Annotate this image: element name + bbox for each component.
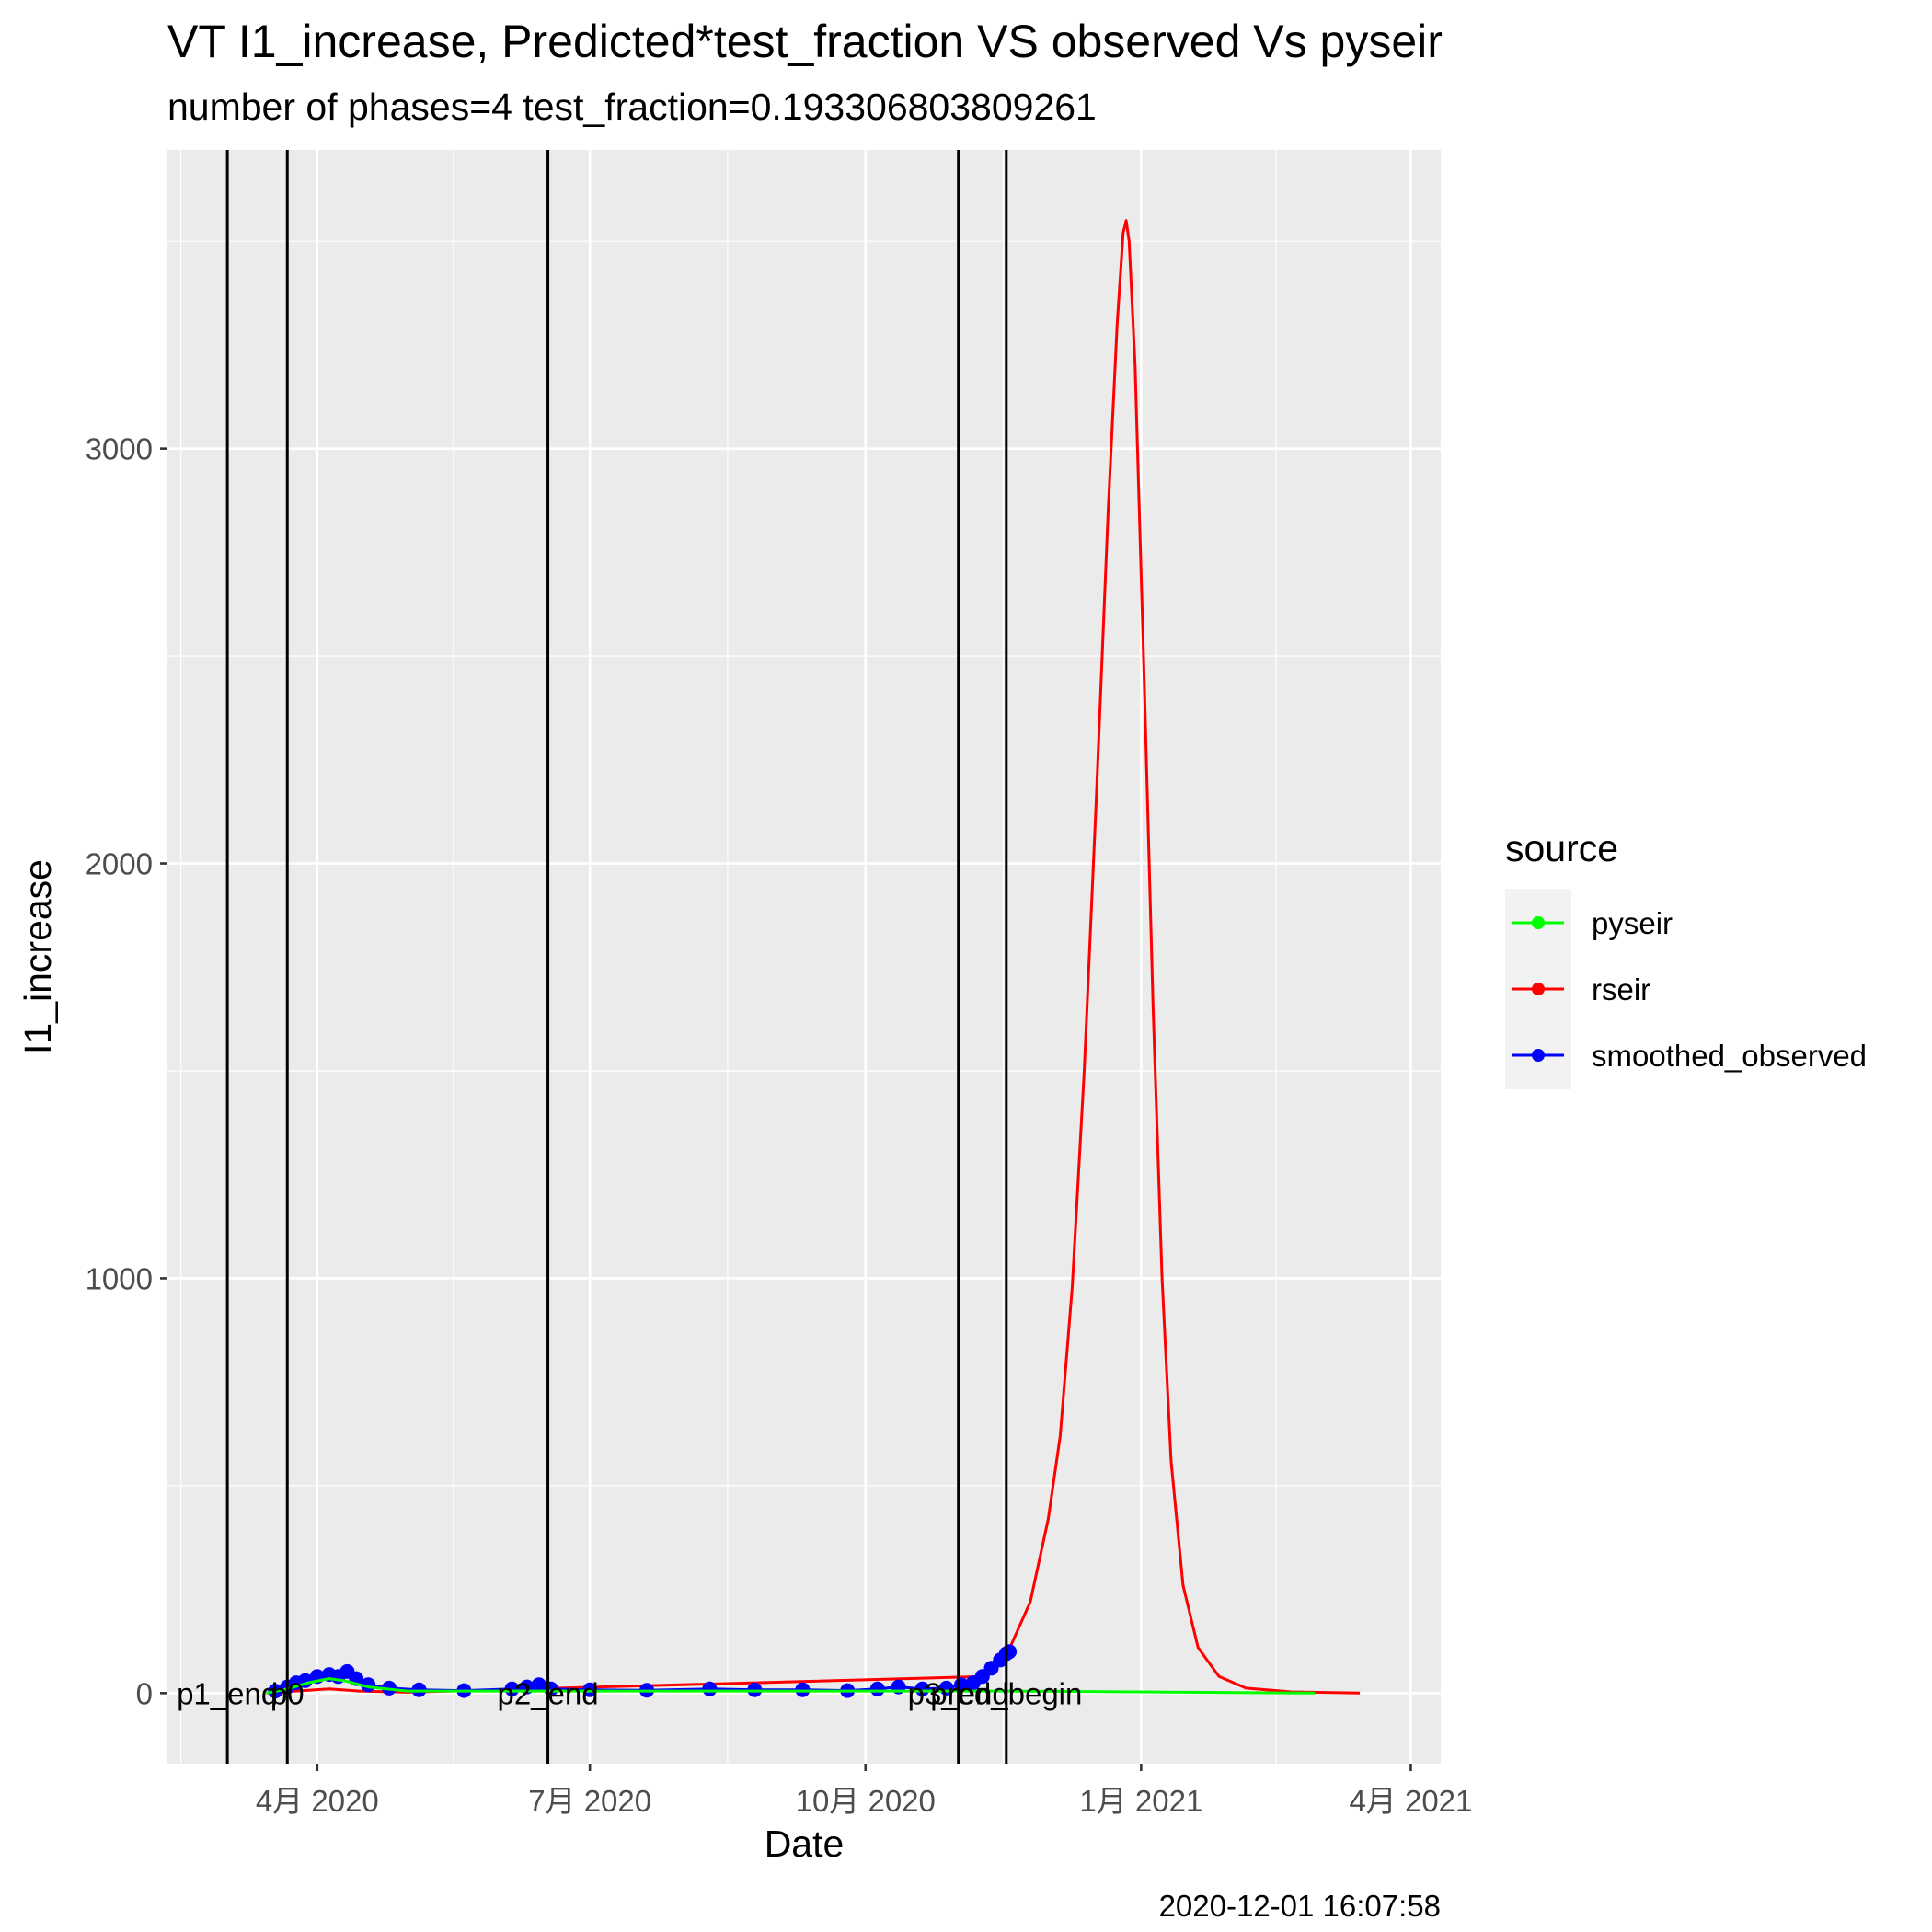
x-tick-label: 10月 2020 — [796, 1784, 936, 1818]
x-tick-label: 7月 2020 — [528, 1784, 651, 1818]
y-tick-label: 2000 — [86, 847, 153, 881]
legend-label: pyseir — [1592, 906, 1673, 940]
series-smoothed_observed-point — [1002, 1644, 1018, 1660]
legend-key-point — [1532, 983, 1545, 995]
series-smoothed_observed-point — [914, 1681, 930, 1696]
series-smoothed_observed-point — [531, 1677, 546, 1693]
x-axis: 4月 2020 7月 2020 10月 2020 1月 2021 4月 2021 — [256, 1764, 1472, 1818]
x-tick-label: 1月 2021 — [1079, 1784, 1202, 1818]
y-tick-label: 0 — [136, 1676, 153, 1710]
legend-title: source — [1505, 827, 1618, 869]
plot-panel — [167, 150, 1441, 1764]
y-axis: 0 1000 2000 3000 — [86, 432, 167, 1710]
phase-label: p2_end — [498, 1676, 599, 1710]
phase-label: p0 — [270, 1676, 305, 1710]
phase-label: p3_end — [908, 1676, 1009, 1710]
x-tick-label: 4月 2020 — [256, 1784, 379, 1818]
y-tick-label: 3000 — [86, 432, 153, 466]
phase-label: pred_begin — [930, 1676, 1082, 1710]
legend-label: smoothed_observed — [1592, 1039, 1867, 1073]
phase-label: p1_end — [177, 1676, 278, 1710]
y-tick-label: 1000 — [86, 1261, 153, 1295]
legend-key-point — [1532, 916, 1545, 929]
grid-minor — [167, 150, 1441, 1764]
grid-major — [167, 150, 1441, 1764]
y-axis-title: I1_increase — [17, 859, 59, 1054]
legend-label: rseir — [1592, 972, 1650, 1006]
series-smoothed_observed-point — [869, 1681, 885, 1696]
x-axis-title: Date — [765, 1823, 845, 1865]
chart-title: VT I1_increase, Predicted*test_fraction … — [167, 16, 1443, 67]
legend: source pyseir rseir smoothed_observed — [1505, 827, 1867, 1089]
series-layer — [266, 219, 1361, 1699]
series-smoothed_observed-point — [702, 1681, 718, 1696]
legend-key-point — [1532, 1049, 1545, 1062]
chart-subtitle: number of phases=4 test_fraction=0.19330… — [167, 86, 1097, 128]
x-tick-label: 4月 2021 — [1349, 1784, 1472, 1818]
series-rseir-line — [266, 219, 1361, 1695]
series-smoothed_observed-point — [504, 1681, 520, 1696]
chart-caption: 2020-12-01 16:07:58 — [1159, 1889, 1441, 1923]
